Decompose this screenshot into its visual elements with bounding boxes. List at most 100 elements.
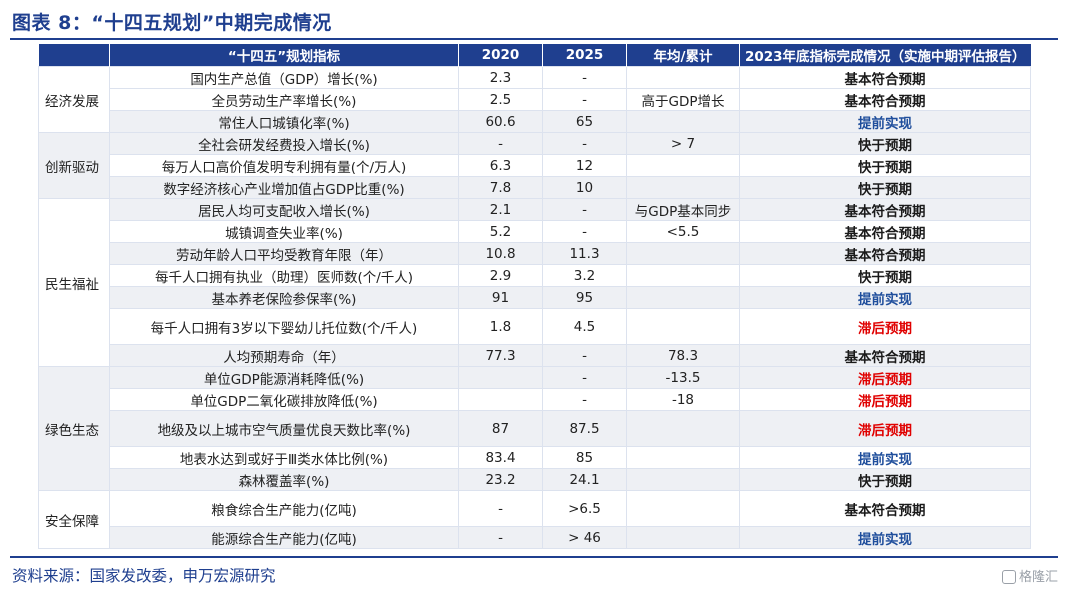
- annual-cumulative-cell: [626, 176, 740, 199]
- indicator-cell: 森林覆盖率(%): [109, 468, 459, 491]
- value-2020-cell: 6.3: [458, 154, 543, 177]
- status-cell: 滞后预期: [739, 388, 1031, 411]
- value-2025-cell: 24.1: [542, 468, 627, 491]
- status-cell: 基本符合预期: [739, 344, 1031, 367]
- annual-cumulative-cell: 78.3: [626, 344, 740, 367]
- indicator-cell: 地级及以上城市空气质量优良天数比率(%): [109, 410, 459, 447]
- value-2020-cell: 10.8: [458, 242, 543, 265]
- indicator-table: “十四五”规划指标 2020 2025 年均/累计 2023年底指标完成情况（实…: [38, 44, 1031, 549]
- table-row: 人均预期寿命（年） 77.3-78.3 基本符合预期: [39, 344, 1031, 367]
- category-cell: 经济发展: [38, 66, 110, 133]
- indicator-cell: 城镇调查失业率(%): [109, 220, 459, 243]
- watermark: 格隆汇: [1001, 566, 1058, 585]
- table-body: 经济发展 国内生产总值（GDP）增长(%) 2.3- 基本符合预期 全员劳动生产率增长(…: [38, 66, 1031, 549]
- value-2025-cell: -: [542, 66, 627, 89]
- indicator-cell: 单位GDP能源消耗降低(%): [109, 366, 459, 389]
- annual-cumulative-cell: [626, 154, 740, 177]
- table-row: 数字经济核心产业增加值占GDP比重(%) 7.8 10 快于预期: [39, 176, 1031, 199]
- source-divider: [10, 556, 1058, 558]
- table-row: 能源综合生产能力(亿吨) - > 46 提前实现: [39, 526, 1031, 549]
- annual-cumulative-cell: 高于GDP增长: [626, 88, 740, 111]
- annual-cumulative-cell: [626, 110, 740, 133]
- value-2020-cell: [458, 366, 543, 389]
- status-cell: 滞后预期: [739, 308, 1031, 345]
- status-cell: 提前实现: [739, 446, 1031, 469]
- table-row: 创新驱动 全社会研发经费投入增长(%) - - > 7 快于预期: [38, 132, 1031, 199]
- value-2020-cell: -: [458, 490, 543, 527]
- annual-cumulative-cell: <5.5: [626, 220, 740, 243]
- indicator-cell: 全社会研发经费投入增长(%): [109, 132, 459, 155]
- header-indicator: “十四五”规划指标: [109, 44, 459, 67]
- value-2025-cell: 11.3: [542, 242, 627, 265]
- value-2025-cell: -: [542, 198, 627, 221]
- status-cell: 提前实现: [739, 286, 1031, 309]
- value-2020-cell: 91: [458, 286, 543, 309]
- indicator-cell: 每千人口拥有3岁以下婴幼儿托位数(个/千人): [109, 308, 459, 345]
- title-divider: [10, 38, 1058, 40]
- status-cell: 基本符合预期: [739, 66, 1031, 89]
- annual-cumulative-cell: [626, 286, 740, 309]
- watermark-logo-icon: [1001, 570, 1016, 584]
- value-2020-cell: 23.2: [458, 468, 543, 491]
- annual-cumulative-cell: [626, 526, 740, 549]
- value-2020-cell: 2.1: [458, 198, 543, 221]
- indicator-cell: 每千人口拥有执业（助理）医师数(个/千人): [109, 264, 459, 287]
- annual-cumulative-cell: > 7: [626, 132, 740, 155]
- value-2025-cell: 12: [542, 154, 627, 177]
- value-2020-cell: 2.3: [458, 66, 543, 89]
- annual-cumulative-cell: -18: [626, 388, 740, 411]
- value-2025-cell: 85: [542, 446, 627, 469]
- table-row: 基本养老保险参保率(%) 91 95 提前实现: [39, 286, 1031, 309]
- value-2025-cell: 10: [542, 176, 627, 199]
- header-2020: 2020: [458, 44, 543, 67]
- table-row: 劳动年龄人口平均受教育年限（年） 10.8 11.3 基本符合预期: [39, 242, 1031, 265]
- status-cell: 基本符合预期: [739, 490, 1031, 527]
- category-cell: 创新驱动: [38, 132, 110, 199]
- header-completion-status: 2023年底指标完成情况（实施中期评估报告）: [739, 44, 1031, 67]
- indicator-cell: 粮食综合生产能力(亿吨): [109, 490, 459, 527]
- value-2025-cell: 95: [542, 286, 627, 309]
- annual-cumulative-cell: [626, 490, 740, 527]
- status-cell: 基本符合预期: [739, 220, 1031, 243]
- value-2025-cell: > 46: [542, 526, 627, 549]
- indicator-cell: 地表水达到或好于Ⅲ类水体比例(%): [109, 446, 459, 469]
- value-2020-cell: 83.4: [458, 446, 543, 469]
- status-cell: 快于预期: [739, 132, 1031, 155]
- table-row: 全员劳动生产率增长(%) 2.5- 高于GDP增长 基本符合预期: [39, 88, 1031, 111]
- value-2020-cell: 77.3: [458, 344, 543, 367]
- value-2020-cell: 2.9: [458, 264, 543, 287]
- annual-cumulative-cell: 与GDP基本同步: [626, 198, 740, 221]
- table-header-row: “十四五”规划指标 2020 2025 年均/累计 2023年底指标完成情况（实…: [38, 44, 1031, 67]
- indicator-cell: 全员劳动生产率增长(%): [109, 88, 459, 111]
- annual-cumulative-cell: [626, 468, 740, 491]
- status-cell: 滞后预期: [739, 410, 1031, 447]
- table-row: 常住人口城镇化率(%) 60.6 65 提前实现: [39, 110, 1031, 133]
- table-row: 地表水达到或好于Ⅲ类水体比例(%) 83.4 85 提前实现: [39, 446, 1031, 469]
- annual-cumulative-cell: [626, 410, 740, 447]
- indicator-cell: 数字经济核心产业增加值占GDP比重(%): [109, 176, 459, 199]
- table-row: 经济发展 国内生产总值（GDP）增长(%) 2.3- 基本符合预期: [38, 66, 1031, 133]
- value-2025-cell: -: [542, 388, 627, 411]
- value-2020-cell: 2.5: [458, 88, 543, 111]
- status-cell: 快于预期: [739, 154, 1031, 177]
- indicator-cell: 人均预期寿命（年）: [109, 344, 459, 367]
- annual-cumulative-cell: [626, 446, 740, 469]
- table-row: 森林覆盖率(%) 23.2 24.1 快于预期: [39, 468, 1031, 491]
- indicator-cell: 每万人口高价值发明专利拥有量(个/万人): [109, 154, 459, 177]
- source-note: 资料来源：国家发改委，申万宏源研究: [12, 567, 276, 585]
- indicator-cell: 劳动年龄人口平均受教育年限（年）: [109, 242, 459, 265]
- value-2025-cell: >6.5: [542, 490, 627, 527]
- status-cell: 快于预期: [739, 264, 1031, 287]
- category-cell: 安全保障: [38, 490, 110, 549]
- value-2025-cell: 3.2: [542, 264, 627, 287]
- value-2025-cell: 65: [542, 110, 627, 133]
- table-row: 每千人口拥有3岁以下婴幼儿托位数(个/千人) 1.8 4.5 滞后预期: [39, 308, 1031, 345]
- annual-cumulative-cell: [626, 308, 740, 345]
- indicator-cell: 国内生产总值（GDP）增长(%): [109, 66, 459, 89]
- header-category: [38, 44, 110, 67]
- indicator-cell: 基本养老保险参保率(%): [109, 286, 459, 309]
- header-annual-cumulative: 年均/累计: [626, 44, 740, 67]
- table-row: 绿色生态 单位GDP能源消耗降低(%) - -13.5 滞后预期: [38, 366, 1031, 491]
- annual-cumulative-cell: -13.5: [626, 366, 740, 389]
- value-2020-cell: 7.8: [458, 176, 543, 199]
